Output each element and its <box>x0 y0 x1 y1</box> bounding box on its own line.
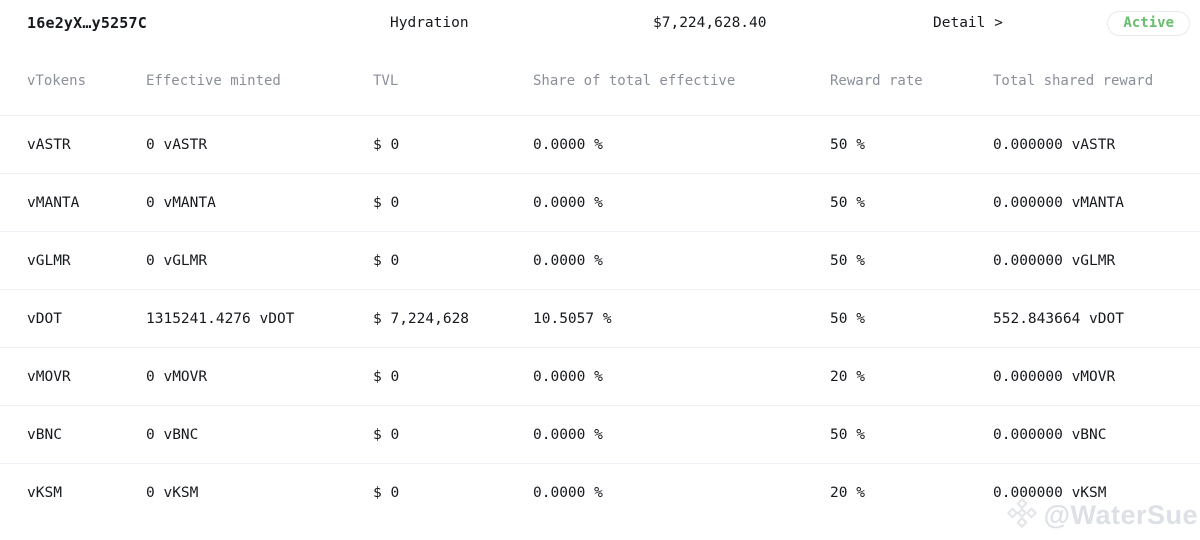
cell-token: vKSM <box>27 485 62 501</box>
cell-total-shared-reward: 0.000000 vASTR <box>993 136 1116 153</box>
column-header-total-shared-reward: Total shared reward <box>993 72 1154 89</box>
cell-total-shared-reward: 0.000000 vKSM <box>993 485 1107 501</box>
column-header-reward-rate: Reward rate <box>830 72 923 89</box>
column-header-share: Share of total effective <box>533 72 736 89</box>
cell-token: vMANTA <box>27 194 80 211</box>
cell-token: vMOVR <box>27 368 71 385</box>
cell-share: 0.0000 % <box>533 252 603 269</box>
cell-token: vDOT <box>27 310 62 327</box>
table-row: vMOVR 0 vMOVR $ 0 0.0000 % 20 % 0.000000… <box>0 348 1200 406</box>
cell-effective-minted: 0 vKSM <box>146 485 199 501</box>
cell-effective-minted: 0 vMOVR <box>146 368 208 385</box>
column-header-vtokens: vTokens <box>27 72 87 89</box>
cell-reward-rate: 50 % <box>830 136 865 153</box>
cell-reward-rate: 50 % <box>830 252 865 269</box>
cell-token: vBNC <box>27 426 62 443</box>
cell-reward-rate: 50 % <box>830 194 865 211</box>
status-badge: Active <box>1107 10 1190 36</box>
chevron-right-icon: > <box>994 15 1003 31</box>
cell-share: 0.0000 % <box>533 426 603 443</box>
cell-reward-rate: 50 % <box>830 310 865 327</box>
table-row: vGLMR 0 vGLMR $ 0 0.0000 % 50 % 0.000000… <box>0 232 1200 290</box>
platform-name: Hydration <box>390 15 469 31</box>
table-body: vASTR 0 vASTR $ 0 0.0000 % 50 % 0.000000… <box>0 116 1200 522</box>
cell-total-shared-reward: 0.000000 vBNC <box>993 426 1107 443</box>
table-row: vASTR 0 vASTR $ 0 0.0000 % 50 % 0.000000… <box>0 116 1200 174</box>
cell-total-shared-reward: 0.000000 vGLMR <box>993 252 1116 269</box>
cell-tvl: $ 0 <box>373 194 400 211</box>
cell-reward-rate: 20 % <box>830 485 865 501</box>
cell-token: vASTR <box>27 136 71 153</box>
cell-share: 0.0000 % <box>533 194 603 211</box>
table-header-row: vTokens Effective minted TVL Share of to… <box>0 46 1200 116</box>
cell-share: 0.0000 % <box>533 485 603 501</box>
account-address: 16e2yX…y5257C <box>27 14 147 32</box>
cell-tvl: $ 7,224,628 <box>373 310 470 327</box>
cell-share: 0.0000 % <box>533 136 603 153</box>
cell-total-shared-reward: 552.843664 vDOT <box>993 310 1124 327</box>
cell-effective-minted: 0 vGLMR <box>146 252 208 269</box>
cell-token: vGLMR <box>27 252 71 269</box>
table-row: vMANTA 0 vMANTA $ 0 0.0000 % 50 % 0.0000… <box>0 174 1200 232</box>
detail-link[interactable]: Detail > <box>933 15 1003 31</box>
table-row: vBNC 0 vBNC $ 0 0.0000 % 50 % 0.000000 v… <box>0 406 1200 464</box>
cell-effective-minted: 1315241.4276 vDOT <box>146 310 295 327</box>
table-row: vDOT 1315241.4276 vDOT $ 7,224,628 10.50… <box>0 290 1200 348</box>
detail-link-label: Detail <box>933 15 986 31</box>
cell-effective-minted: 0 vMANTA <box>146 194 216 211</box>
cell-effective-minted: 0 vBNC <box>146 426 199 443</box>
cell-tvl: $ 0 <box>373 136 400 153</box>
table-row: vKSM 0 vKSM $ 0 0.0000 % 20 % 0.000000 v… <box>0 464 1200 522</box>
cell-tvl: $ 0 <box>373 252 400 269</box>
cell-effective-minted: 0 vASTR <box>146 136 208 153</box>
cell-tvl: $ 0 <box>373 485 400 501</box>
cell-tvl: $ 0 <box>373 426 400 443</box>
total-value: $7,224,628.40 <box>653 15 767 31</box>
summary-topbar: 16e2yX…y5257C Hydration $7,224,628.40 De… <box>0 0 1200 46</box>
cell-reward-rate: 50 % <box>830 426 865 443</box>
cell-share: 10.5057 % <box>533 310 612 327</box>
cell-total-shared-reward: 0.000000 vMANTA <box>993 194 1124 211</box>
cell-total-shared-reward: 0.000000 vMOVR <box>993 368 1116 385</box>
column-header-tvl: TVL <box>373 72 399 89</box>
column-header-effective-minted: Effective minted <box>146 72 281 89</box>
cell-tvl: $ 0 <box>373 368 400 385</box>
cell-share: 0.0000 % <box>533 368 603 385</box>
cell-reward-rate: 20 % <box>830 368 865 385</box>
